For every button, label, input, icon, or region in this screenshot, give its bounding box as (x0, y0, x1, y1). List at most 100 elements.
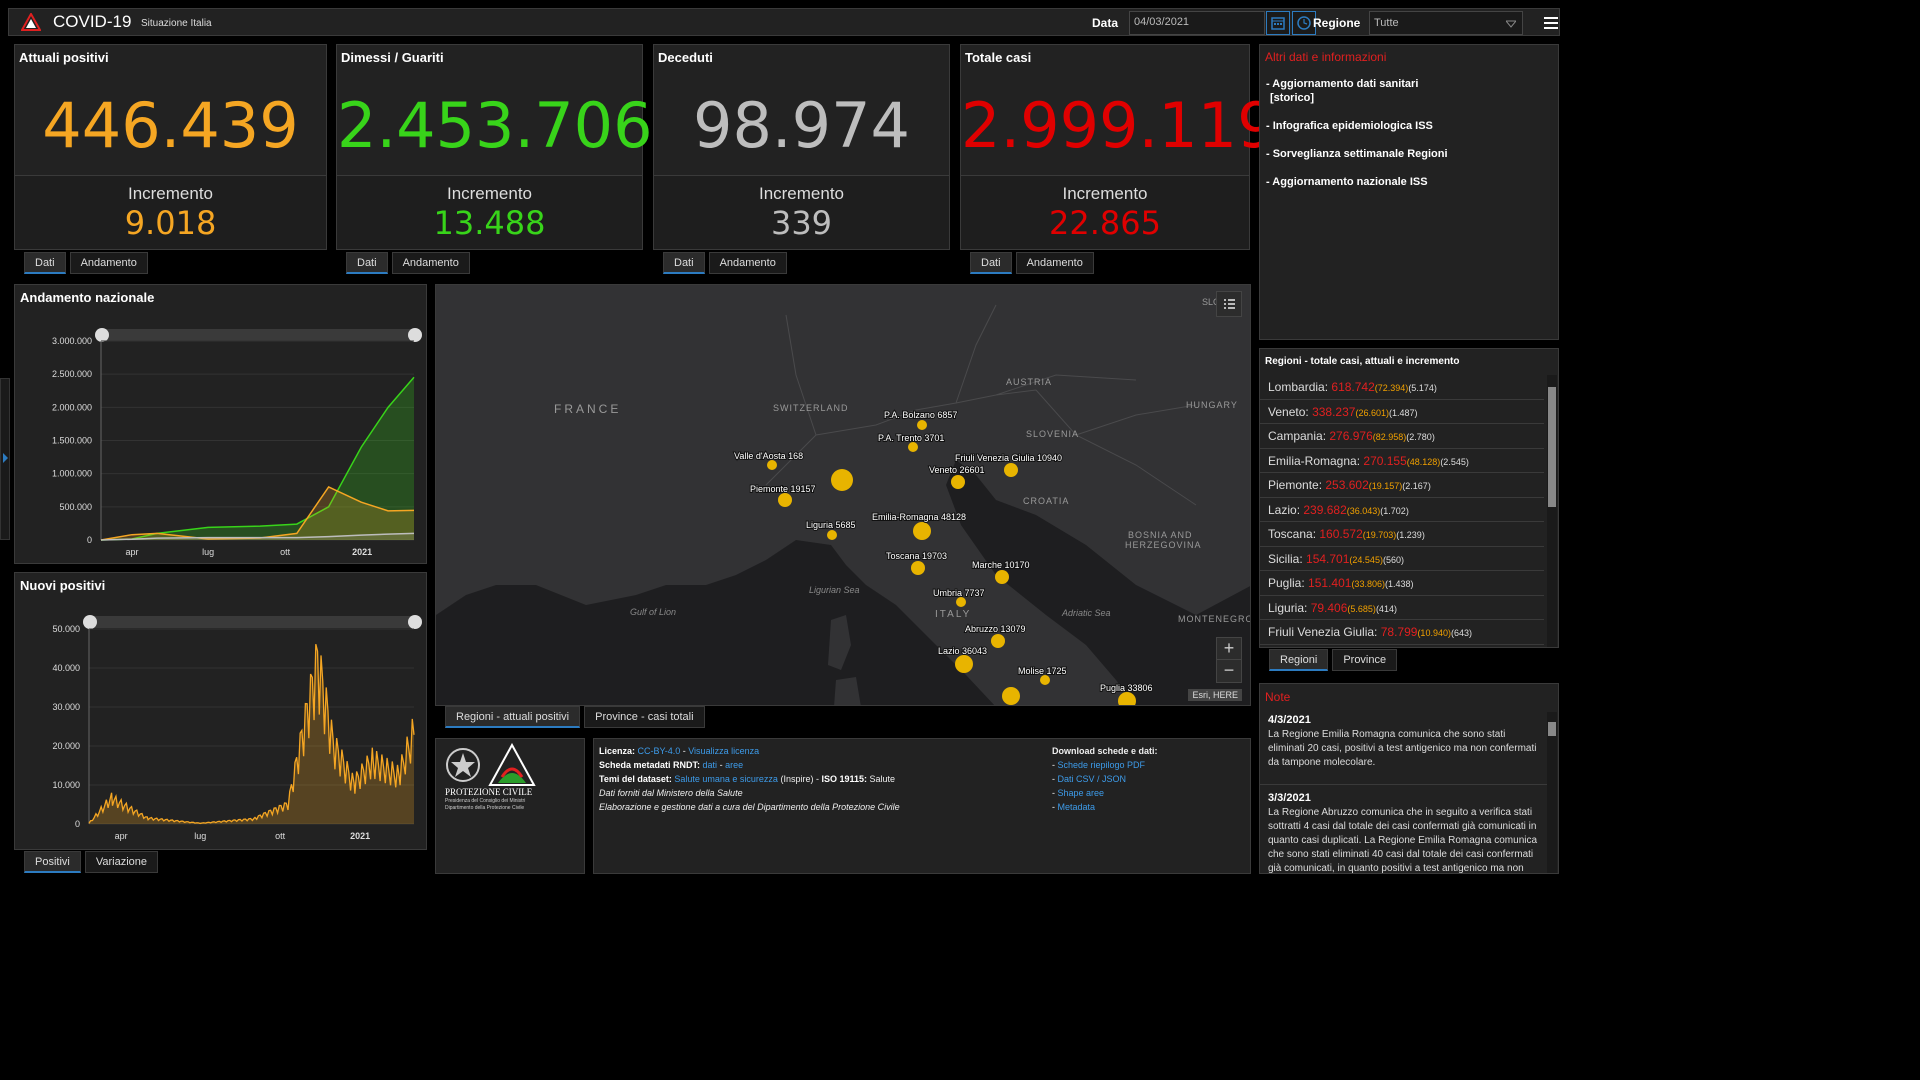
tab-dati[interactable]: Dati (24, 252, 66, 274)
themes-link[interactable]: Salute umana e sicurezza (674, 774, 778, 784)
y-tick-label: 2.000.000 (52, 402, 92, 412)
calendar-icon[interactable] (1266, 11, 1290, 35)
region-row[interactable]: Lazio: 239.682(36.043)(1.702) (1260, 498, 1544, 522)
region-bubble[interactable] (911, 561, 925, 575)
card-title: Dimessi / Guariti (341, 50, 444, 65)
iso-value: Salute (869, 774, 896, 784)
info-link-storico[interactable]: [storico] (1270, 92, 1314, 104)
region-bubble[interactable] (1118, 692, 1136, 706)
region-row[interactable]: Campania: 276.976(82.958)(2.780) (1260, 424, 1544, 449)
series-area (101, 486, 414, 540)
tab-variazione[interactable]: Variazione (84, 851, 159, 873)
region-bubble-campania[interactable] (1002, 687, 1020, 705)
tab-province-casi-totali[interactable]: Province - casi totali (584, 706, 705, 728)
range-slider-handle-start[interactable] (95, 328, 109, 342)
info-link-infografica[interactable]: - Infografica epidemiologica ISS (1266, 120, 1433, 132)
tab-andamento[interactable]: Andamento (708, 252, 787, 274)
range-slider-handle-end[interactable] (408, 615, 422, 629)
region-total: 618.742 (1331, 380, 1375, 394)
metadata-dati-link[interactable]: dati (702, 760, 718, 770)
region-bubble[interactable] (995, 570, 1009, 584)
region-row[interactable]: Friuli Venezia Giulia: 78.799(10.940)(64… (1260, 620, 1544, 645)
region-increment: (1.438) (1384, 579, 1414, 589)
range-slider-handle-end[interactable] (408, 328, 422, 342)
chevron-down-icon (1506, 20, 1516, 28)
info-link-sorveglianza[interactable]: - Sorveglianza settimanale Regioni (1266, 148, 1448, 160)
clock-icon[interactable] (1292, 11, 1316, 35)
region-bubble[interactable] (827, 530, 837, 540)
note-date: 4/3/2021 (1268, 714, 1311, 726)
download-pdf-link[interactable]: Schede riepilogo PDF (1057, 760, 1146, 770)
region-row[interactable]: Sicilia: 154.701(24.545)(560) (1260, 547, 1544, 571)
region-row[interactable]: Emilia-Romagna: 270.155(48.128)(2.545) (1260, 449, 1544, 473)
tab-regioni-attuali-positivi[interactable]: Regioni - attuali positivi (445, 706, 581, 728)
zoom-out-button[interactable]: − (1223, 660, 1235, 680)
tab-andamento[interactable]: Andamento (391, 252, 470, 274)
info-link-nazionale-iss[interactable]: - Aggiornamento nazionale ISS (1266, 176, 1428, 188)
region-bubble[interactable] (956, 597, 966, 607)
tab-andamento[interactable]: Andamento (1015, 252, 1094, 274)
region-row[interactable]: Lombardia: 618.742(72.394)(5.174) (1260, 375, 1544, 400)
region-bubble[interactable] (1004, 463, 1018, 477)
map-label-croatia: CROATIA (1023, 496, 1069, 506)
region-bubble[interactable] (913, 522, 931, 540)
region-row[interactable]: Liguria: 79.406(5.685)(414) (1260, 596, 1544, 620)
card-increment-totale-casi: Incremento 22.865 (960, 176, 1250, 250)
note-date: 3/3/2021 (1268, 792, 1311, 804)
info-link-aggiornamento[interactable]: - Aggiornamento dati sanitari (1266, 78, 1419, 90)
tab-dati[interactable]: Dati (663, 252, 705, 274)
tab-positivi[interactable]: Positivi (24, 851, 81, 873)
y-tick-label: 2.500.000 (52, 369, 92, 379)
zoom-in-button[interactable]: + (1217, 638, 1241, 660)
region-bubble[interactable] (778, 493, 792, 507)
y-tick-label: 40.000 (52, 663, 80, 673)
download-metadata-link[interactable]: Metadata (1057, 802, 1096, 812)
region-bubble[interactable] (951, 475, 965, 489)
map[interactable]: FRANCE SWITZERLAND AUSTRIA HUNGARY SLOVE… (435, 284, 1251, 706)
app-title: COVID-19 (53, 12, 132, 31)
tab-dati[interactable]: Dati (346, 252, 388, 274)
region-bubble-lombardia[interactable] (831, 469, 853, 491)
region-select[interactable]: Tutte (1369, 11, 1523, 35)
metadata-aree-link[interactable]: aree (725, 760, 744, 770)
region-bubble[interactable] (908, 442, 918, 452)
region-bubble[interactable] (767, 460, 777, 470)
region-row[interactable]: Puglia: 151.401(33.806)(1.438) (1260, 571, 1544, 596)
region-bubble[interactable] (955, 655, 973, 673)
tab-regioni[interactable]: Regioni (1269, 649, 1329, 671)
x-tick-label: apr (115, 831, 128, 841)
notes-scrollbar[interactable] (1547, 712, 1557, 873)
license-link[interactable]: CC-BY-4.0 (637, 746, 681, 756)
region-bubble-label: Toscana 19703 (886, 551, 947, 561)
y-tick-label: 0 (87, 535, 92, 545)
region-bubble-label: Valle d'Aosta 168 (734, 451, 803, 461)
tab-andamento[interactable]: Andamento (69, 252, 148, 274)
menu-icon[interactable] (1537, 11, 1565, 35)
region-bubble[interactable] (917, 420, 927, 430)
region-bubble-label: Veneto 26601 (929, 465, 985, 475)
view-license-link[interactable]: Visualizza licenza (688, 746, 760, 756)
download-csv-link[interactable]: Dati CSV / JSON (1057, 774, 1127, 784)
side-panel-toggle[interactable] (0, 378, 10, 540)
card-title: Totale casi (965, 50, 1032, 65)
layer-list-icon[interactable] (1216, 291, 1242, 317)
series-line (88, 644, 415, 825)
range-slider-track[interactable] (89, 616, 414, 628)
y-tick-label: 10.000 (52, 780, 80, 790)
range-slider-track[interactable] (101, 329, 414, 341)
region-row[interactable]: Piemonte: 253.602(19.157)(2.167) (1260, 473, 1544, 498)
download-shape-link[interactable]: Shape aree (1057, 788, 1105, 798)
card-deceduti: Deceduti 98.974 (653, 44, 950, 176)
range-slider-handle-start[interactable] (83, 615, 97, 629)
region-bubble[interactable] (991, 634, 1005, 648)
region-row[interactable]: Toscana: 160.572(19.703)(1.239) (1260, 522, 1544, 547)
region-row[interactable]: Veneto: 338.237(26.601)(1.487) (1260, 400, 1544, 424)
chevron-right-icon (3, 453, 8, 463)
tab-dati[interactable]: Dati (970, 252, 1012, 274)
tab-province[interactable]: Province (1332, 649, 1398, 671)
regions-scrollbar[interactable] (1547, 375, 1557, 647)
region-bubble[interactable] (1040, 675, 1050, 685)
date-input[interactable]: 04/03/2021 (1129, 11, 1265, 35)
zoom-control: + − (1216, 637, 1242, 683)
card-value: 446.439 (42, 89, 299, 162)
